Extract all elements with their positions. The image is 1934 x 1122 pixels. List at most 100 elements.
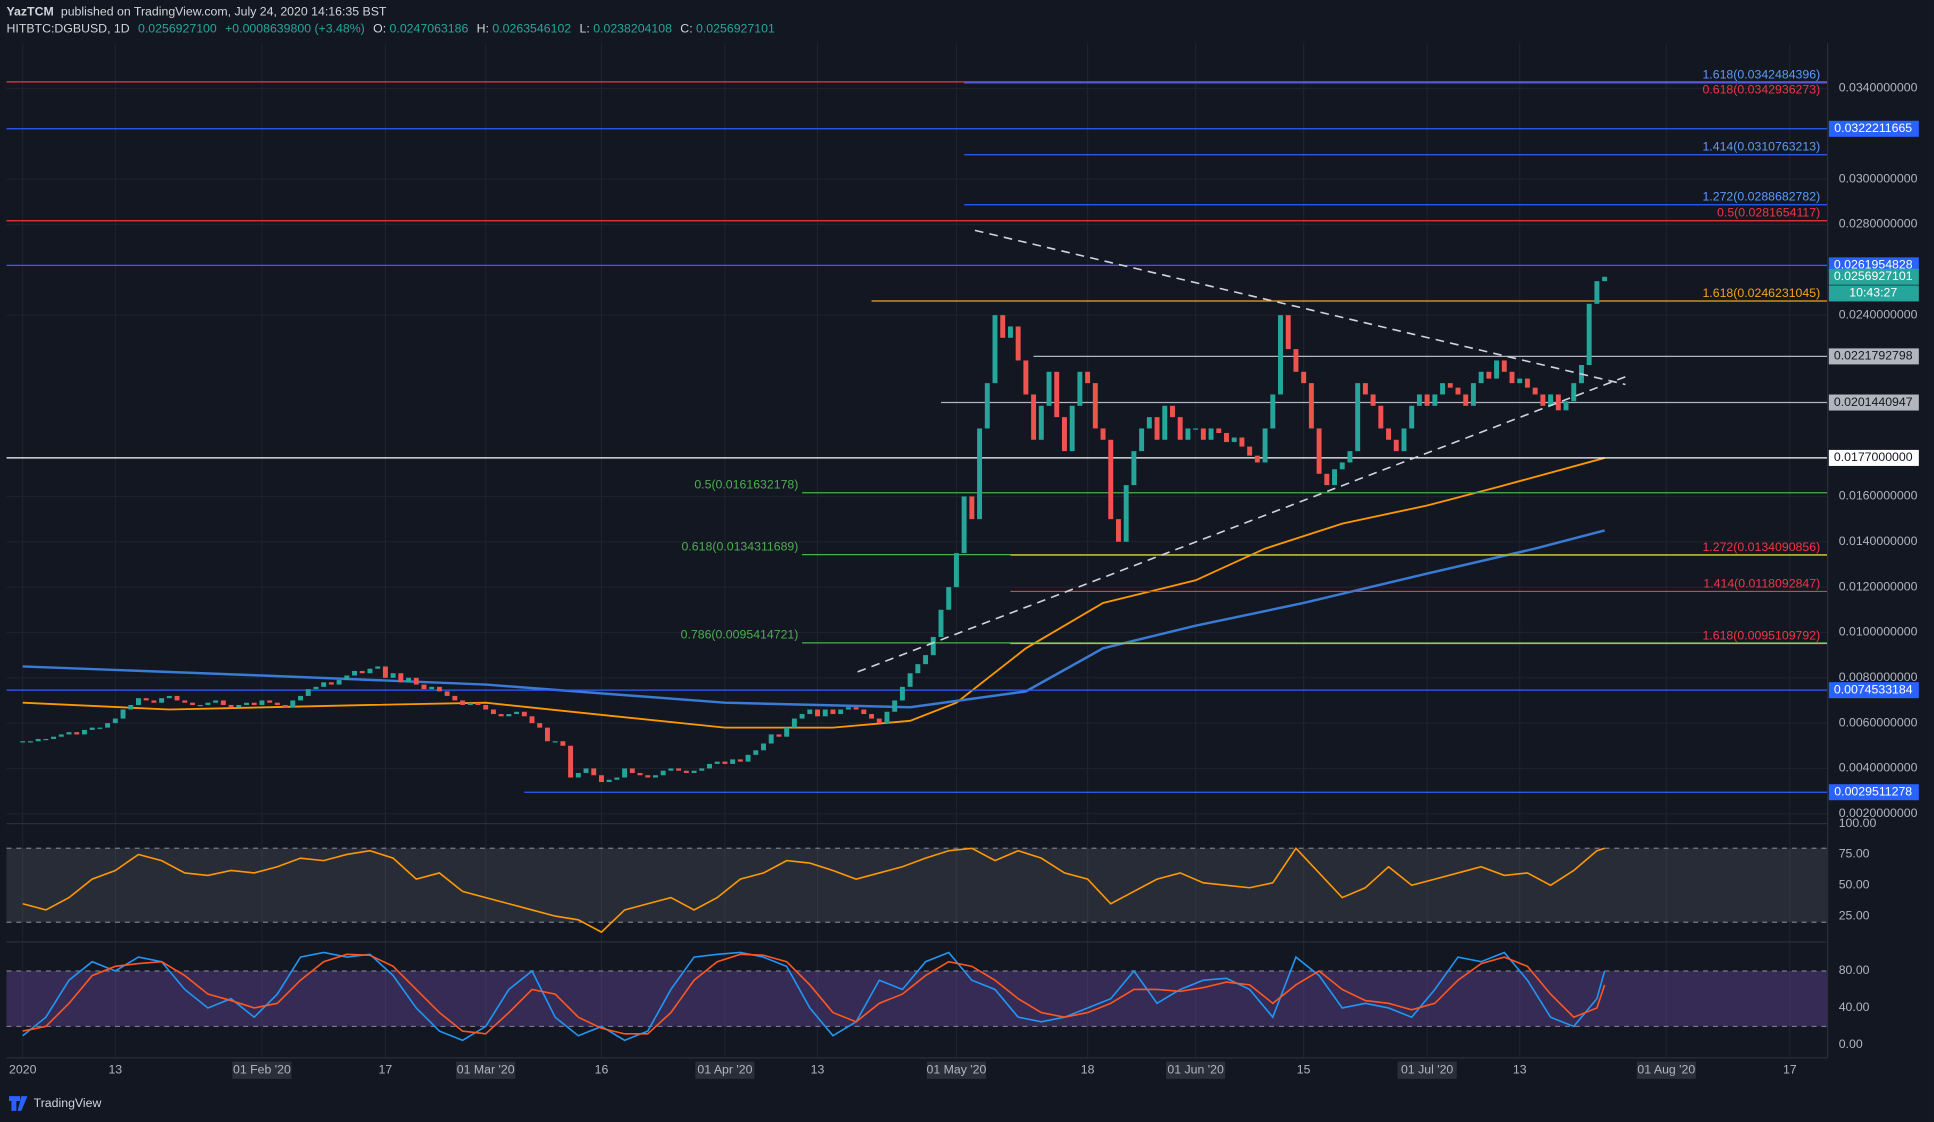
x-tick-label: 01 Feb '20 xyxy=(233,1062,291,1076)
level-label: 0.786(0.0095414721) xyxy=(681,628,799,642)
candle xyxy=(683,770,689,773)
y-tick-label: 40.00 xyxy=(1839,1000,1870,1014)
candle xyxy=(436,686,442,692)
candle xyxy=(1355,383,1361,452)
candle xyxy=(637,772,643,776)
candle xyxy=(707,763,712,769)
low-value: 0.0238204108 xyxy=(593,22,672,36)
candle xyxy=(1478,371,1484,384)
candle xyxy=(1563,401,1569,411)
candle xyxy=(1085,371,1091,384)
candle xyxy=(460,700,466,705)
candle xyxy=(483,704,489,710)
candle xyxy=(390,673,396,678)
candle xyxy=(1339,462,1345,470)
candle xyxy=(1146,417,1152,429)
candle xyxy=(444,691,450,696)
candle xyxy=(406,677,412,683)
candle xyxy=(961,496,967,554)
indicator-line xyxy=(22,953,1606,1035)
symbol-legend: HITBTC:DGBUSD, 1D 0.0256927100 +0.000863… xyxy=(7,22,775,36)
candle xyxy=(838,709,844,715)
x-tick-label: 17 xyxy=(379,1062,393,1076)
candle xyxy=(66,732,72,735)
candle xyxy=(892,700,898,712)
candle xyxy=(1208,428,1214,440)
band-fill xyxy=(6,970,1828,1027)
level-label: 1.272(0.0288682782) xyxy=(1702,190,1820,204)
candle xyxy=(151,700,157,703)
candle xyxy=(321,682,327,687)
candle xyxy=(136,698,141,705)
x-tick-label: 18 xyxy=(1081,1062,1095,1076)
candle xyxy=(660,770,666,776)
candle xyxy=(1548,394,1554,406)
candle xyxy=(1393,439,1399,452)
candle xyxy=(1602,276,1608,282)
candle xyxy=(1540,394,1546,406)
candle xyxy=(1440,383,1446,395)
x-tick-label: 13 xyxy=(1513,1062,1527,1076)
candle xyxy=(629,768,635,773)
candle xyxy=(352,670,357,676)
candle xyxy=(27,741,33,743)
candle xyxy=(915,664,921,674)
y-tick-label: 0.0060000000 xyxy=(1839,715,1918,729)
candle xyxy=(89,727,95,730)
candle xyxy=(622,768,628,778)
candle xyxy=(784,727,790,737)
axis-price-box xyxy=(1828,394,1919,411)
axis-price-label: 0.0074533184 xyxy=(1834,682,1913,696)
x-tick-label: 01 Aug '20 xyxy=(1637,1062,1695,1076)
candle xyxy=(1216,428,1222,433)
candle xyxy=(969,496,975,520)
candle xyxy=(197,704,203,707)
candle xyxy=(1262,428,1268,463)
candle xyxy=(259,700,265,705)
candle xyxy=(1092,383,1098,429)
candle xyxy=(205,702,211,705)
candle xyxy=(1000,315,1006,338)
candle xyxy=(20,741,26,743)
last-price-box xyxy=(1828,268,1919,285)
candle xyxy=(853,707,859,710)
x-tick-label: 01 Jun '20 xyxy=(1167,1062,1224,1076)
candle xyxy=(344,675,350,681)
candle xyxy=(166,695,172,699)
axis-price-label: 0.0029511278 xyxy=(1834,784,1912,798)
high-value: 0.0263546102 xyxy=(492,22,571,36)
candle xyxy=(74,732,80,735)
candle xyxy=(614,777,620,780)
candle xyxy=(598,775,604,783)
candle xyxy=(452,695,458,701)
candle xyxy=(1239,437,1245,447)
candle xyxy=(1193,428,1199,430)
byline: published on TradingView.com, July 24, 2… xyxy=(61,5,387,19)
candle xyxy=(43,738,49,741)
candle xyxy=(1170,405,1175,418)
level-label: 0.5(0.0161632178) xyxy=(694,478,798,492)
candle xyxy=(375,666,381,669)
candle xyxy=(1524,378,1530,388)
candle xyxy=(653,775,658,778)
candle xyxy=(267,700,273,703)
open-value: 0.0247063186 xyxy=(390,22,469,36)
candle xyxy=(359,670,365,674)
candle xyxy=(159,698,165,703)
candle xyxy=(506,714,512,717)
candle xyxy=(1131,451,1137,486)
x-tick-label: 01 Jul '20 xyxy=(1401,1062,1453,1076)
candle xyxy=(1139,428,1145,452)
y-tick-label: 50.00 xyxy=(1839,878,1870,892)
level-label: 1.618(0.0342484396) xyxy=(1702,68,1820,82)
candle xyxy=(413,677,419,685)
candle xyxy=(313,686,319,690)
candle xyxy=(97,727,103,729)
candle xyxy=(328,682,334,685)
candle xyxy=(1278,315,1283,395)
candle xyxy=(1416,394,1422,406)
indicator-line xyxy=(22,951,1606,1042)
time-label-box xyxy=(1397,1061,1457,1079)
last-price: 0.0256927100 xyxy=(138,22,217,36)
footer-logo[interactable]: TradingView xyxy=(8,1096,102,1111)
